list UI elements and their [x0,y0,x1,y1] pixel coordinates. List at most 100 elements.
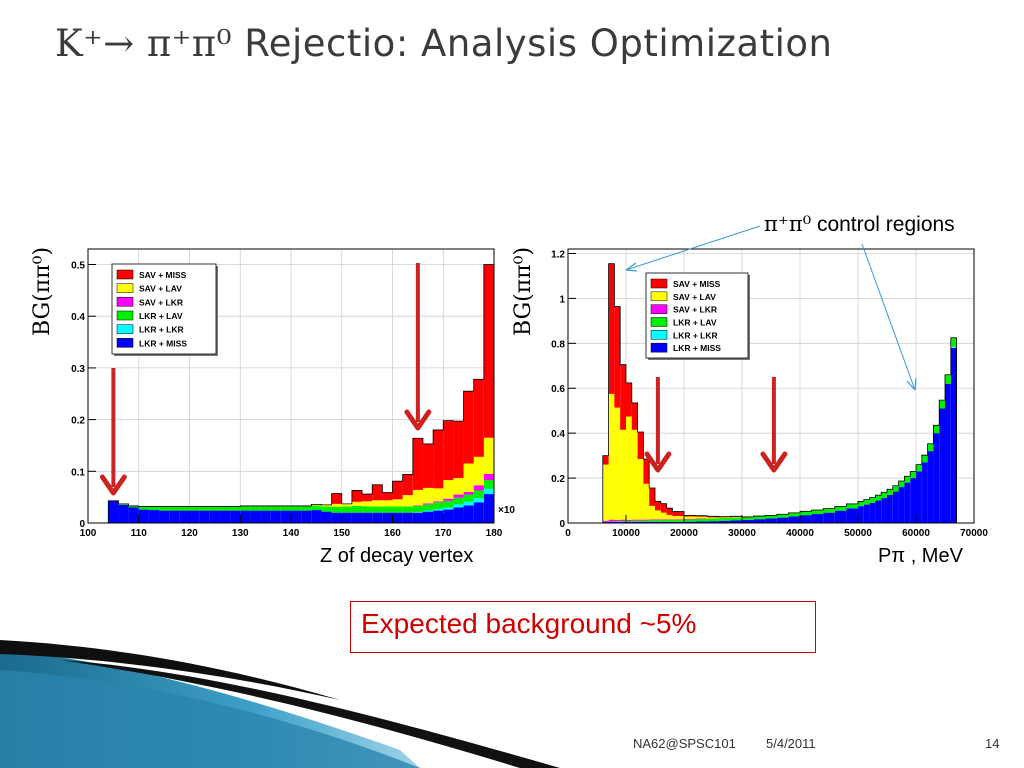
y-tick-label: 0.2 [71,416,85,427]
bar-segment [453,478,464,495]
legend-label: LKR + LAV [139,311,183,321]
bar-segment [412,505,423,506]
bar-segment [666,519,673,521]
bar-segment [602,455,609,465]
bar-segment [341,503,352,507]
bar-segment [881,497,887,523]
bar-segment [643,520,650,522]
bar-segment [707,521,719,523]
bar-segment [765,518,777,523]
bar-segment [898,487,905,523]
x-tick-label: 120 [181,528,198,539]
bar-segment [362,512,373,523]
bar-segment [291,505,302,511]
bar-segment [209,510,220,523]
bar-segment [910,471,916,479]
bar-segment [250,505,261,511]
bar-segment [643,483,650,520]
bar-segment [250,510,261,523]
bar-segment [626,521,632,523]
bar-segment [280,510,291,523]
bar-segment [887,489,893,495]
bar-segment [672,520,684,522]
bar-segment [655,510,661,520]
bar-segment [311,510,322,523]
bar-segment [776,514,789,518]
cut-arrow-head [644,451,672,473]
bar-segment [858,506,864,523]
bar-segment [614,306,621,408]
bar-segment [637,519,644,521]
bar-segment [179,510,190,523]
histogram-outline [107,264,495,523]
bar-segment [392,512,403,523]
bar-segment [382,512,393,523]
bar-segment [637,458,644,520]
bar-segment [230,506,241,511]
bar-segment [280,505,291,511]
bar-segment [649,487,655,506]
bar-segment [898,481,905,488]
bar-segment [473,485,484,491]
bar-segment [382,492,393,501]
bar-segment [626,416,632,520]
bar-segment [666,521,673,523]
bar-segment [660,519,667,521]
bar-segment [939,400,945,409]
bar-segment [321,506,332,512]
bar-segment [788,516,800,523]
bar-segment [463,494,474,502]
y-tick-label: 0.4 [71,312,85,323]
y-tick-label: 0.2 [551,474,565,485]
bar-segment [608,521,615,523]
bar-segment [631,520,638,522]
bar-segment [372,506,383,513]
pointer-right-head [906,377,917,391]
bar-segment [412,512,423,513]
bar-segment [672,516,684,520]
legend-label: SAV + MISS [139,270,187,280]
bar-segment [453,507,464,523]
bar-segment [443,480,454,499]
bar-segment [412,438,423,490]
bar-segment [666,514,673,520]
bar-segment [881,492,887,498]
bar-segment [311,505,322,511]
legend-label: LKR + MISS [673,343,721,353]
x-tick-label: 70000 [960,528,988,539]
bar-segment [910,478,916,523]
bar-segment [863,504,870,523]
bar-segment [730,517,742,521]
bar-segment [362,506,373,513]
x-tick-label: 130 [232,528,249,539]
bar-segment [483,473,494,481]
y-tick-label: 0.4 [551,429,565,440]
x-tick-label: 20000 [670,528,698,539]
x-tick-label: 50000 [844,528,872,539]
bar-segment [765,515,777,519]
bar-segment [362,494,373,502]
bar-segment [483,480,494,489]
bar-segment [875,495,882,501]
bar-segment [602,521,609,523]
bar-segment [892,491,899,523]
bar-segment [742,516,754,520]
bar-segment [453,497,464,505]
legend-swatch [650,342,668,353]
bar-segment [602,520,609,522]
footer-date: 5/4/2011 [766,736,816,751]
bar-segment [846,508,858,523]
y-tick-label: 0.8 [551,339,565,350]
bar-segment [666,508,673,515]
bar-segment [602,464,609,521]
bar-segment [614,519,621,522]
bar-segment [422,443,434,488]
legend-label: LKR + LKR [673,330,718,340]
bar-segment [631,521,638,523]
bar-segment [614,521,621,522]
bar-segment [372,500,383,507]
bar-segment [402,474,413,496]
title-formula: K⁺→ π⁺π⁰ [55,22,232,65]
bar-segment [660,520,667,522]
legend-label: LKR + MISS [139,338,187,348]
